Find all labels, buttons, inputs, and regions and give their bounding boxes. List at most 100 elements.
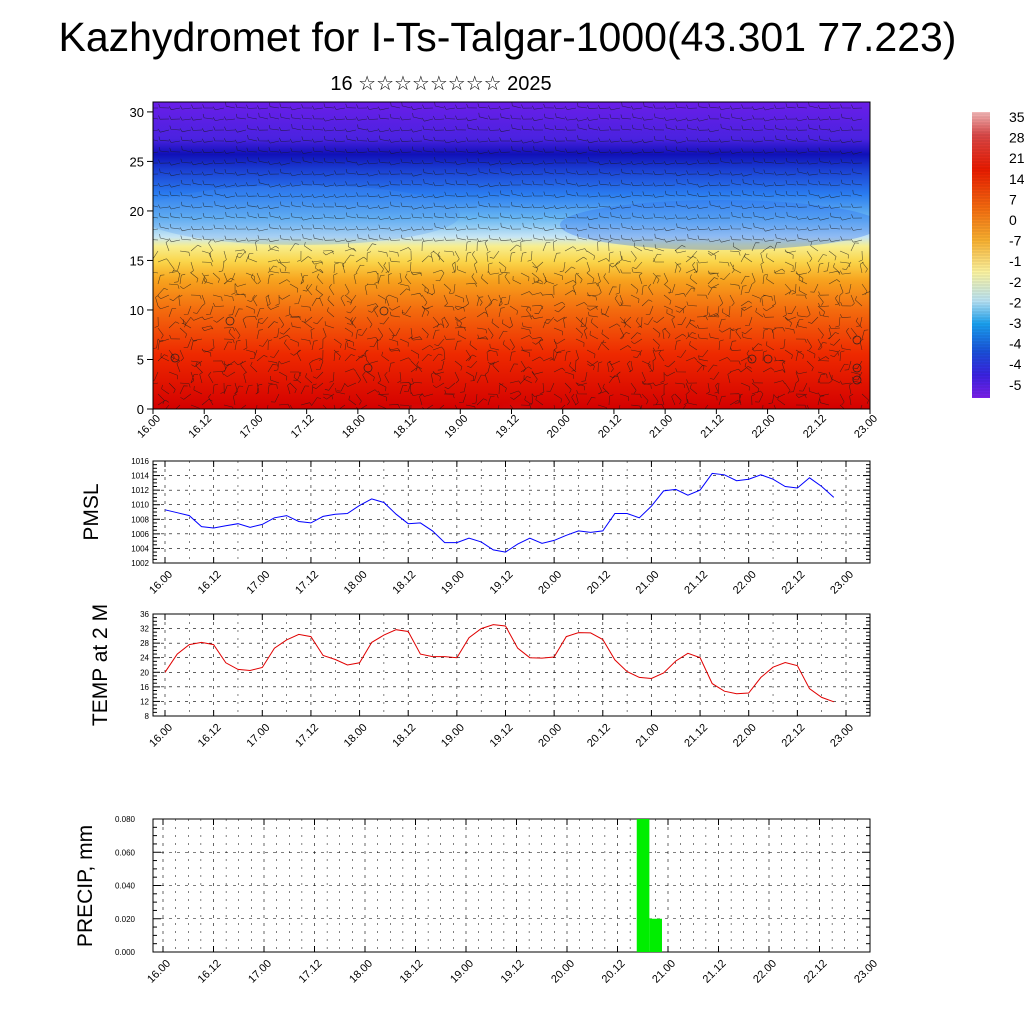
vertical-section-y-tick-label: 30 — [130, 105, 144, 120]
vertical-section-x-tick-label: 19.00 — [442, 413, 470, 441]
pmsl-y-tick-label: 1006 — [131, 530, 149, 539]
colorbar-label: 7 — [1009, 191, 1017, 207]
colorbar-label: -3 — [1009, 315, 1022, 331]
colorbar-label: -7 — [1009, 233, 1022, 249]
vertical-section-x-tick-label: 19.12 — [494, 413, 522, 441]
calm-wind-marker — [852, 335, 862, 345]
colorbar-label: -2 — [1009, 274, 1022, 290]
pmsl-x-tick-label: 20.00 — [536, 569, 564, 597]
temperature-y-tick-label: 8 — [145, 712, 150, 721]
vertical-section-y-tick-label: 0 — [137, 402, 144, 417]
colorbar-label: 28 — [1009, 130, 1024, 146]
colorbar: 35 28 21 14 7 0 -7 -1 -2 -2 -3 -4 -4 -5 — [972, 109, 1024, 398]
pmsl-x-tick-label: 19.12 — [488, 569, 516, 597]
temperature-frame — [152, 613, 871, 717]
colorbar-label: -2 — [1009, 294, 1022, 310]
precip-y-tick-label: 0.000 — [115, 948, 136, 957]
colorbar-label: 0 — [1009, 212, 1017, 228]
precip-y-tick-label: 0.020 — [115, 915, 136, 924]
temperature-line — [164, 624, 834, 703]
colorbar-label: -4 — [1009, 336, 1022, 352]
vertical-section-x-tick-label: 17.00 — [238, 413, 266, 441]
temperature-x-tick-label: 18.12 — [390, 722, 418, 750]
vertical-section-field — [153, 102, 870, 409]
temperature-x-tick-label: 23.00 — [828, 722, 856, 750]
temperature-y-tick-label: 36 — [140, 610, 149, 619]
pmsl-x-tick-label: 21.12 — [682, 569, 710, 597]
calm-wind-marker — [852, 375, 862, 385]
precip-x-tick-label: 21.00 — [650, 958, 678, 986]
vertical-section-x-tick-label: 23.00 — [852, 413, 880, 441]
calm-wind-marker — [363, 363, 373, 373]
colorbar-label: 14 — [1009, 171, 1024, 187]
temperature-y-tick-label: 24 — [140, 654, 149, 663]
temperature-x-tick-label: 17.12 — [293, 722, 321, 750]
blue-band-shading — [560, 200, 870, 250]
temperature-y-tick-label: 32 — [140, 625, 149, 634]
pmsl-x-tick-label: 22.00 — [731, 569, 759, 597]
precip-x-tick-label: 22.00 — [751, 958, 779, 986]
temperature-x-tick-label: 16.12 — [196, 722, 224, 750]
vertical-section-x-tick-label: 21.12 — [699, 413, 727, 441]
pmsl-axis-label: PMSL — [80, 483, 103, 540]
precip-x-tick-label: 18.00 — [347, 958, 375, 986]
vertical-section-x-tick-label: 18.12 — [391, 413, 419, 441]
precip-x-tick-label: 19.00 — [448, 958, 476, 986]
precip-x-tick-label: 21.12 — [701, 958, 729, 986]
temperature-x-tick-label: 20.12 — [585, 722, 613, 750]
pmsl-x-tick-label: 23.00 — [828, 569, 856, 597]
temperature-y-tick-label: 28 — [140, 639, 149, 648]
precip-x-tick-label: 19.12 — [499, 958, 527, 986]
vertical-section-y-tick-label: 10 — [130, 303, 144, 318]
temperature-axis-label: TEMP at 2 M — [89, 604, 112, 726]
vertical-section-y-tick-label: 25 — [130, 154, 144, 169]
precip-x-tick-label: 23.00 — [852, 958, 880, 986]
pmsl-y-tick-label: 1002 — [131, 559, 149, 568]
vertical-section-x-tick-label: 20.00 — [545, 413, 573, 441]
colorbar-scale — [972, 112, 990, 398]
temperature-panel: 8 12 16 20 24 28 32 36 16.00 16.12 17.00 17.12 18.00… — [89, 604, 871, 750]
precip-bar — [636, 819, 650, 952]
vertical-section-x-tick-label: 20.12 — [596, 413, 624, 441]
colorbar-label: -5 — [1009, 377, 1022, 393]
calm-wind-marker — [852, 363, 862, 373]
temperature-x-tick-label: 22.00 — [731, 722, 759, 750]
pmsl-x-tick-label: 20.12 — [585, 569, 613, 597]
precip-x-tick-label: 20.00 — [549, 958, 577, 986]
precip-x-tick-label: 17.00 — [246, 958, 274, 986]
precip-y-tick-label: 0.080 — [115, 815, 136, 824]
vertical-section-y-tick-label: 20 — [130, 204, 144, 219]
vertical-section-x-tick-label: 21.00 — [647, 413, 675, 441]
chart-subtitle: 16 ☆☆☆☆☆☆☆☆ 2025 — [330, 73, 552, 95]
pmsl-x-tick-label: 16.00 — [147, 569, 175, 597]
colorbar-label: -4 — [1009, 356, 1022, 372]
pmsl-y-tick-label: 1004 — [131, 544, 149, 553]
precip-x-tick-label: 16.00 — [145, 958, 173, 986]
temperature-x-tick-label: 18.00 — [342, 722, 370, 750]
vertical-section-x-tick-label: 18.00 — [340, 413, 368, 441]
temperature-x-tick-label: 22.12 — [780, 722, 808, 750]
warm-core-shading — [475, 371, 555, 409]
pmsl-y-tick-label: 1014 — [131, 472, 149, 481]
wind-barbs — [153, 102, 870, 409]
temperature-x-tick-label: 19.00 — [439, 722, 467, 750]
colorbar-label: 35 — [1009, 109, 1024, 125]
vertical-section-x-tick-label: 16.12 — [186, 413, 214, 441]
pmsl-y-tick-label: 1012 — [131, 486, 149, 495]
pmsl-x-tick-label: 21.00 — [634, 569, 662, 597]
pmsl-x-tick-label: 17.12 — [293, 569, 321, 597]
precip-x-tick-label: 17.12 — [297, 958, 325, 986]
vertical-section-y-tick-label: 5 — [137, 352, 144, 367]
precip-x-tick-label: 18.12 — [398, 958, 426, 986]
vertical-section-y-tick-label: 15 — [130, 253, 144, 268]
calm-wind-marker — [747, 354, 757, 364]
precip-bar — [649, 918, 662, 952]
temperature-y-tick-label: 12 — [140, 697, 149, 706]
vertical-section-x-tick-label: 22.00 — [750, 413, 778, 441]
temperature-x-tick-label: 17.00 — [244, 722, 272, 750]
pmsl-y-tick-label: 1008 — [131, 515, 149, 524]
calm-wind-marker — [225, 316, 235, 326]
temperature-y-tick-label: 16 — [140, 683, 149, 692]
pmsl-x-tick-label: 22.12 — [780, 569, 808, 597]
pmsl-line — [164, 472, 835, 553]
